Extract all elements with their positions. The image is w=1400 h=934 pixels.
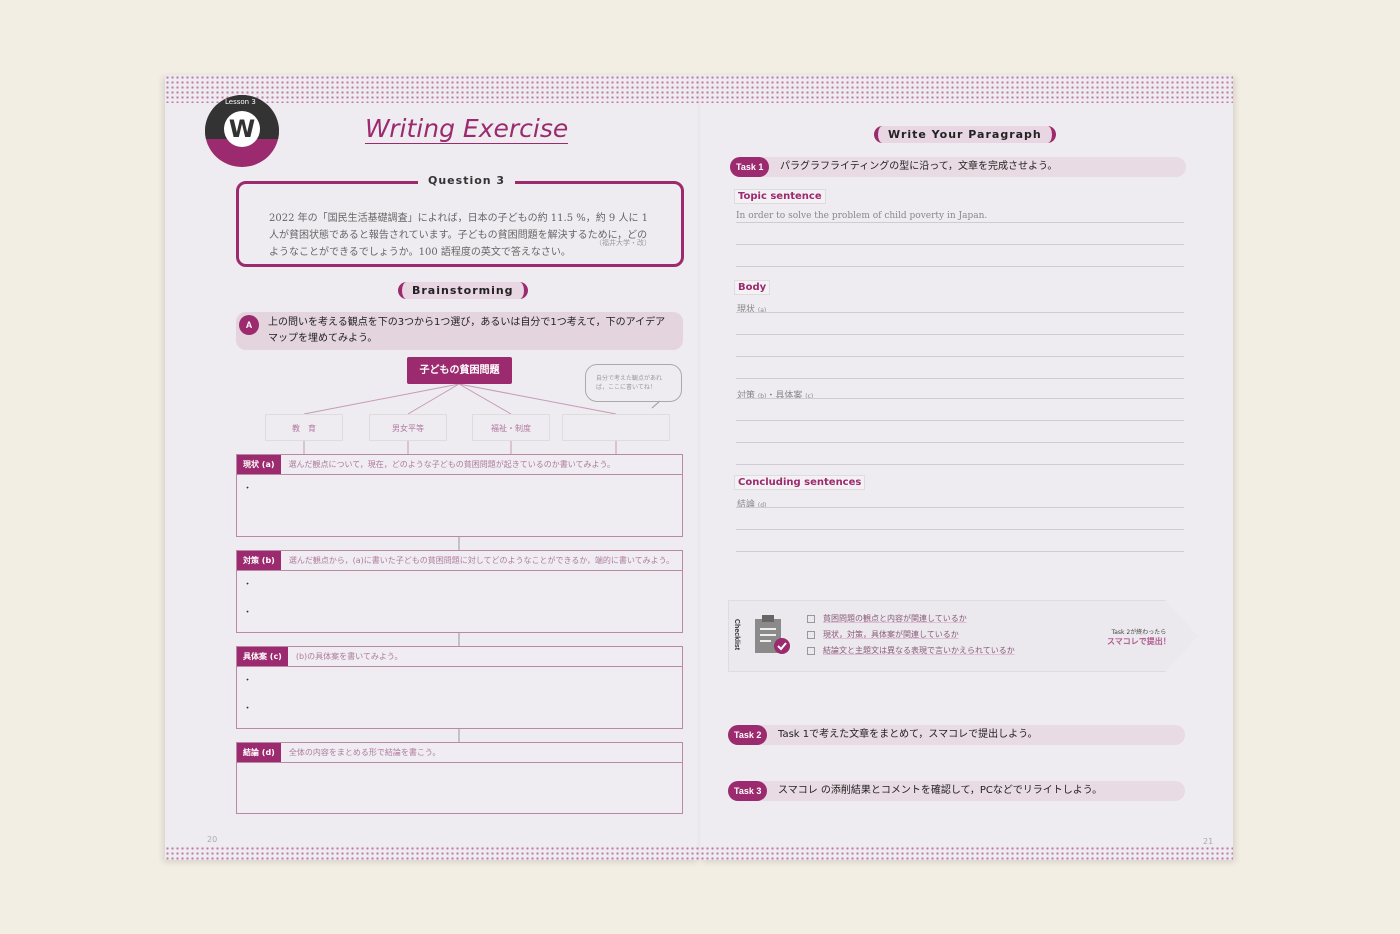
checkbox[interactable] (807, 630, 815, 639)
section-prompt: 選んだ観点について，現在，どのような子どもの貧困問題が起きているのか書いてみよう… (288, 460, 615, 469)
idea-node-gender-equality[interactable]: 男女平等 (369, 414, 447, 441)
section-measures[interactable]: 対策 (b) 選んだ観点から，(a)に書いた子どもの貧困問題に対してどのようなこと… (236, 550, 683, 633)
section-prompt: 選んだ観点から，(a)に書いた子どもの貧困問題に対してどのようなことができるか，… (288, 556, 675, 565)
checklist-item[interactable]: 現状，対策，具体案が関連しているか (807, 627, 1015, 643)
task2-banner: Task 2 Task 1で考えた文章をまとめて，スマコレで提出しよう。 (728, 725, 1185, 745)
idea-node-custom[interactable] (562, 414, 670, 441)
clipboard-check-icon (755, 615, 790, 654)
task1-text: パラグラフライティングの型に沿って，文章を完成させよう。 (780, 161, 1058, 172)
write-line[interactable] (736, 334, 1184, 335)
page-number-right: 21 (1203, 837, 1214, 846)
task1-banner: Task 1 パラグラフライティングの型に沿って，文章を完成させよう。 (730, 157, 1186, 177)
write-line[interactable] (736, 442, 1184, 443)
bullet: ・ (243, 484, 253, 494)
topic-sentence-label: Topic sentence (734, 189, 826, 204)
question-label: Question 3 (418, 174, 516, 187)
section-tag: 現状 (a) (237, 455, 281, 474)
write-line[interactable] (736, 356, 1184, 357)
write-line[interactable] (736, 222, 1184, 223)
checklist-item[interactable]: 結論文と主題文は異なる表現で言いかえられているか (807, 643, 1015, 659)
section-prompt: 全体の内容をまとめる形で結論を書こう。 (288, 748, 441, 757)
checklist-label: Checklist (733, 619, 740, 651)
body-b-label: 対策 (b)・具体案 (c) (737, 391, 814, 401)
idea-map-root: 子どもの貧困問題 (407, 357, 512, 384)
section-prompt: (b)の具体案を書いてみよう。 (295, 652, 403, 661)
bullet: ・ (243, 704, 253, 714)
idea-node-welfare[interactable]: 福祉・制度 (472, 414, 550, 441)
section-conclusion[interactable]: 結論 (d) 全体の内容をまとめる形で結論を書こう。 (236, 742, 683, 814)
section-concrete-plan[interactable]: 具体案 (c) (b)の具体案を書いてみよう。・・ (236, 646, 683, 729)
task3-text: スマコレ の添削結果とコメントを確認して，PCなどでリライトしよう。 (778, 785, 1103, 796)
brainstorming-heading: Brainstorming (398, 282, 528, 299)
hint-bubble: 自分で考えた観点があれば，ここに書いてね！ (585, 364, 682, 402)
checkbox[interactable] (807, 614, 815, 623)
write-line[interactable] (736, 507, 1184, 508)
write-paragraph-heading: Write Your Paragraph (874, 126, 1056, 143)
write-line[interactable] (736, 266, 1184, 267)
task3-badge: Task 3 (728, 781, 768, 801)
idea-node-education[interactable]: 教 育 (265, 414, 343, 441)
lesson-label: Lesson 3 (225, 98, 256, 106)
logo-letter: W (224, 111, 260, 147)
write-line[interactable] (736, 244, 1184, 245)
section-tag: 結論 (d) (237, 743, 281, 762)
write-line[interactable] (736, 529, 1184, 530)
checklist-panel: Checklist 貧困問題の観点と内容が関連しているか 現状，対策，具体案が関… (728, 600, 1198, 672)
question-source: （福井大学・改） (595, 239, 651, 247)
lesson-logo: Lesson 3 W (205, 95, 279, 167)
write-line[interactable] (736, 464, 1184, 465)
badge-a: A (239, 315, 259, 335)
section-current-state[interactable]: 現状 (a) 選んだ観点について，現在，どのような子どもの貧困問題が起きているのか… (236, 454, 683, 537)
write-line[interactable] (736, 398, 1184, 399)
topic-sentence-text: In order to solve the problem of child p… (736, 211, 988, 221)
body-a-label: 現状 (a) (737, 305, 767, 315)
bullet: ・ (243, 580, 253, 590)
bullet: ・ (243, 608, 253, 618)
write-line[interactable] (736, 551, 1184, 552)
section-tag: 対策 (b) (237, 551, 281, 570)
instruction-text: 上の問いを考える観点を下の3つから1つ選び，あるいは自分で1つ考えて，下のアイデ… (268, 317, 666, 344)
write-line[interactable] (736, 312, 1184, 313)
body-label: Body (734, 280, 771, 295)
instruction-banner: A 上の問いを考える観点を下の3つから1つ選び，あるいは自分で1つ考えて，下のアイ… (236, 312, 683, 350)
page-number-left: 20 (207, 835, 218, 844)
page-title: Writing Exercise (365, 114, 569, 144)
checklist-item[interactable]: 貧困問題の観点と内容が関連しているか (807, 611, 1015, 627)
checkbox[interactable] (807, 646, 815, 655)
task2-badge: Task 2 (728, 725, 768, 745)
section-tag: 具体案 (c) (237, 647, 288, 666)
concluding-label: Concluding sentences (734, 475, 866, 490)
write-line[interactable] (736, 378, 1184, 379)
question-text: 2022 年の「国民生活基礎調査」によれば，日本の子どもの約 11.5 %，約 … (269, 213, 649, 258)
submit-note: Task 2が終わったら スマコレで提出！ (1107, 629, 1171, 646)
task3-banner: Task 3 スマコレ の添削結果とコメントを確認して，PCなどでリライトしよう。 (728, 781, 1185, 801)
task1-badge: Task 1 (730, 157, 770, 177)
write-line[interactable] (736, 420, 1184, 421)
bullet: ・ (243, 676, 253, 686)
conclusion-label: 結論 (d) (737, 500, 767, 510)
task2-text: Task 1で考えた文章をまとめて，スマコレで提出しよう。 (778, 729, 1038, 740)
